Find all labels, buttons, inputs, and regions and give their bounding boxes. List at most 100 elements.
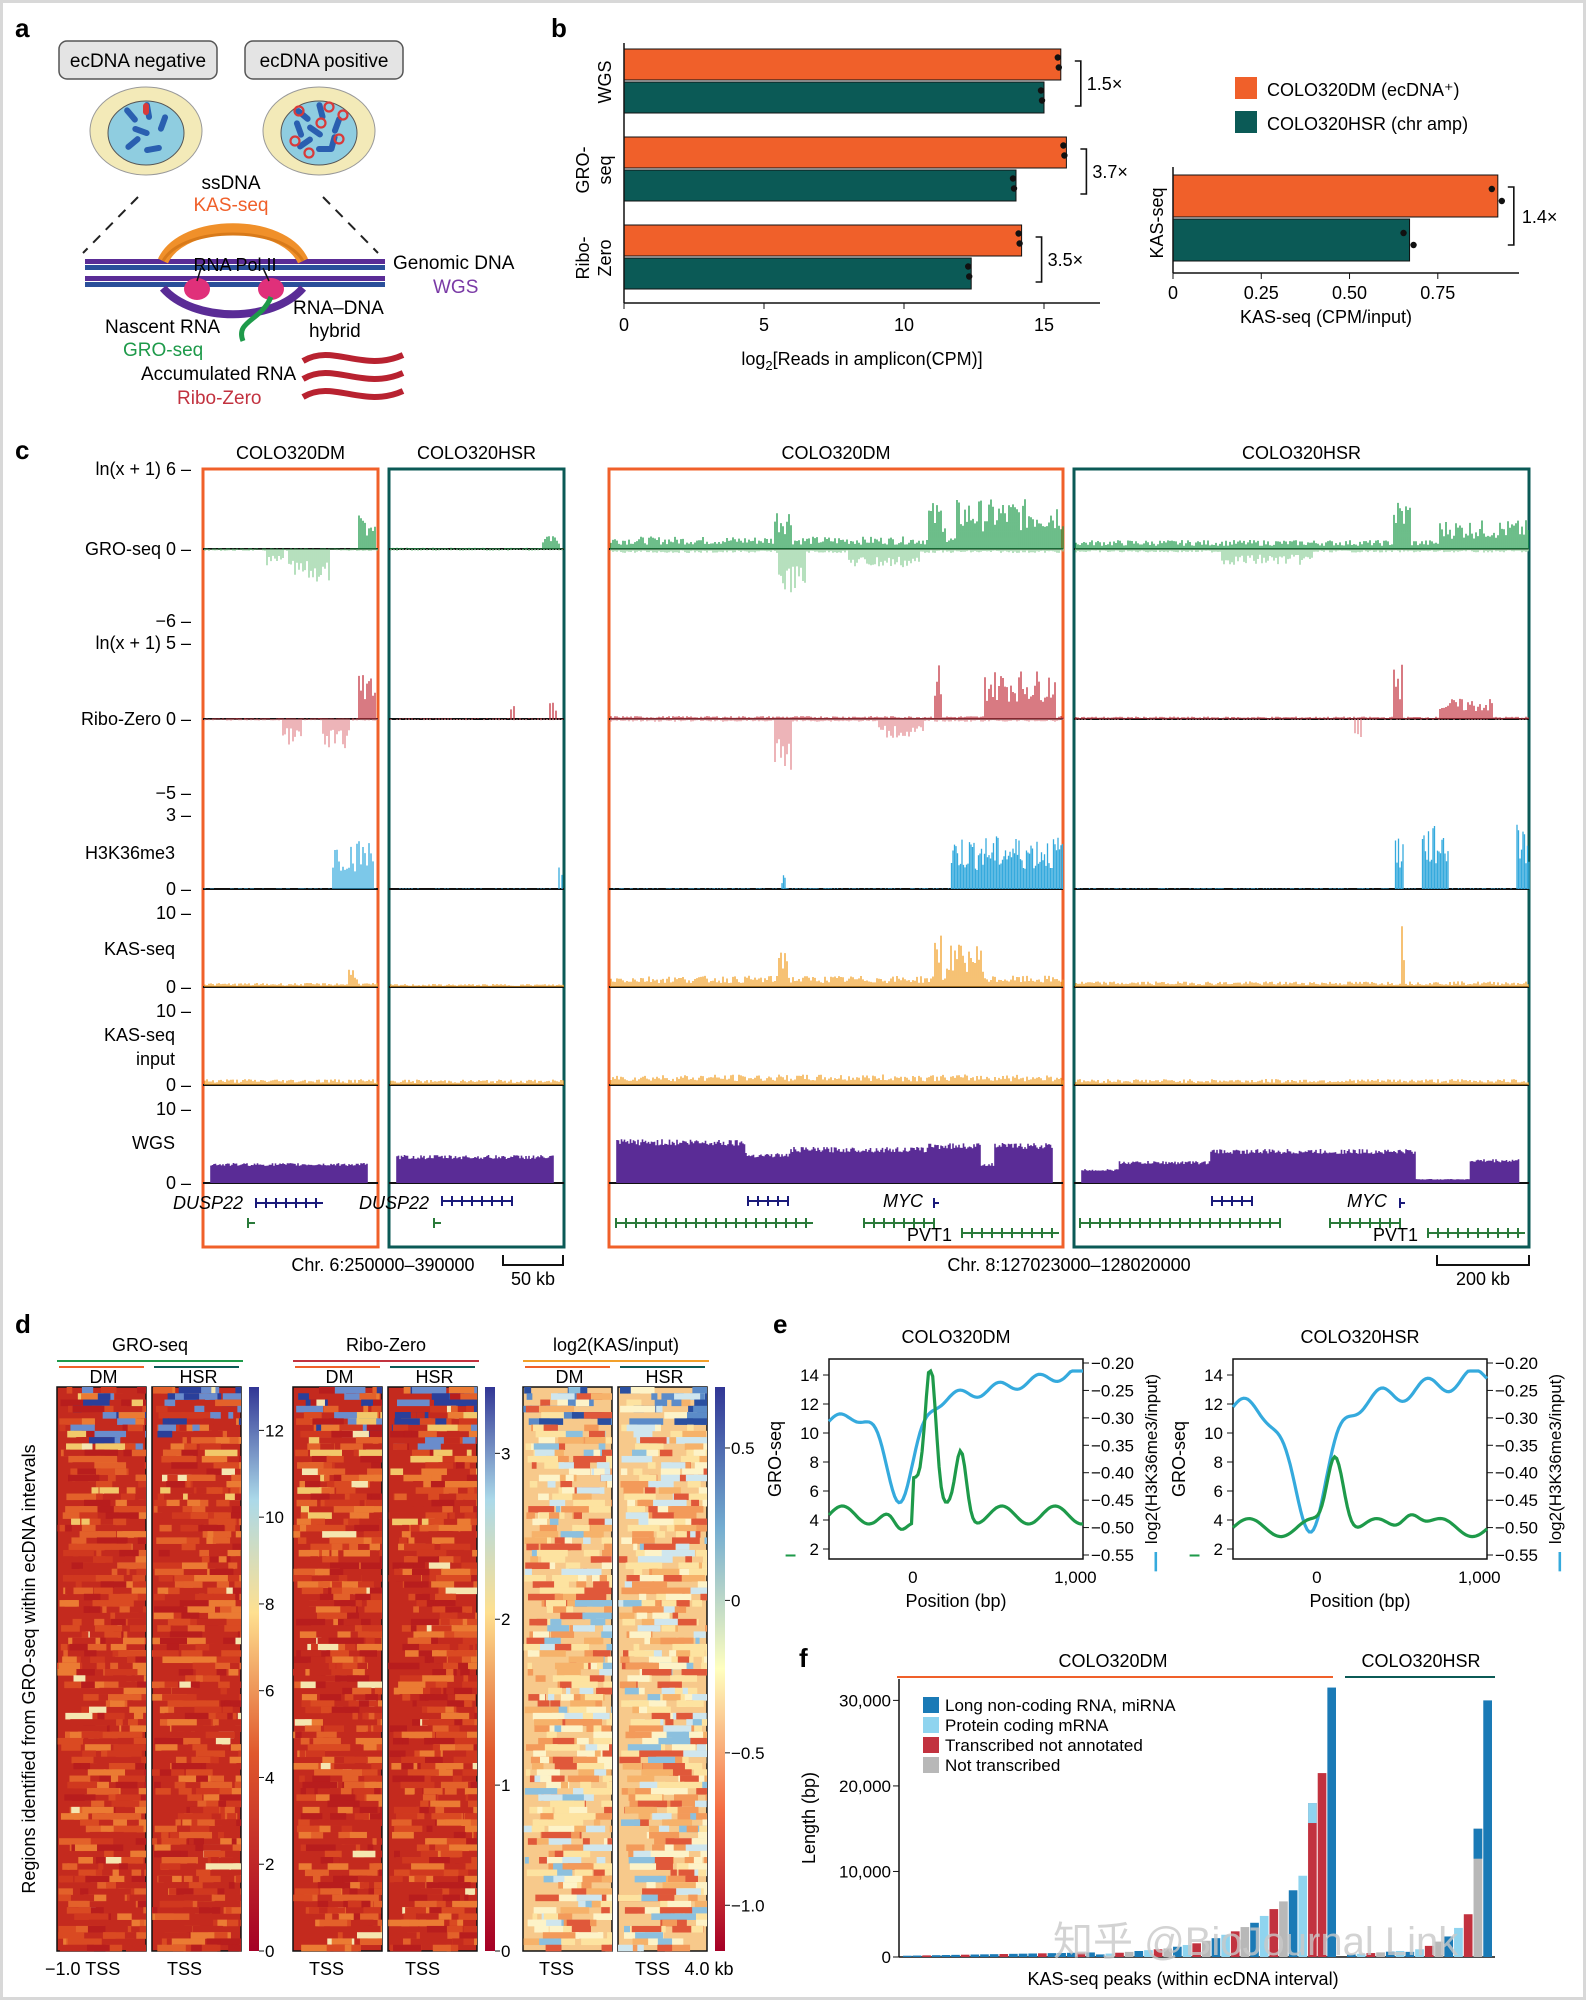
y-tick-label: 20,000 [839, 1777, 891, 1796]
heat-cell [415, 1594, 430, 1601]
heat-cell [671, 1400, 681, 1407]
heat-cell [237, 1562, 241, 1569]
heat-cell [627, 1500, 635, 1507]
signal-track [207, 675, 377, 719]
heat-cell [344, 1757, 368, 1764]
heat-cell [137, 1387, 146, 1394]
heat-cell [380, 1807, 382, 1814]
heat-cell [422, 1719, 454, 1726]
heat-cell [619, 1556, 627, 1563]
heat-cell [82, 1631, 89, 1638]
heat-cell [408, 1907, 426, 1914]
heat-cell [430, 1801, 460, 1808]
heat-cell [82, 1807, 113, 1814]
heat-cell [60, 1425, 66, 1432]
heat-cell [404, 1581, 429, 1588]
heat-cell [303, 1807, 320, 1814]
heat-cell [643, 1763, 663, 1770]
heatmap-x-tick: TSS [309, 1959, 344, 1979]
heat-cell [321, 1857, 332, 1864]
heat-cell [187, 1794, 202, 1801]
heat-cell [168, 1619, 190, 1626]
heat-cell [415, 1901, 437, 1908]
heat-cell [447, 1926, 463, 1933]
exon [767, 1196, 769, 1206]
heat-cell [295, 1719, 312, 1726]
heat-cell [352, 1713, 358, 1720]
heat-cell [532, 1519, 547, 1526]
heat-cell [425, 1462, 453, 1469]
heat-cell [452, 1901, 477, 1908]
y1-label: 14 [1204, 1366, 1223, 1385]
heat-cell [374, 1901, 382, 1908]
heat-cell [158, 1588, 169, 1595]
heat-cell [209, 1600, 236, 1607]
heat-cell [635, 1443, 664, 1450]
exon [1219, 1218, 1221, 1228]
signal-track [1076, 1079, 1528, 1085]
heat-cell [411, 1625, 417, 1632]
heat-cell [410, 1870, 444, 1877]
heat-cell [704, 1857, 707, 1864]
heat-cell [550, 1700, 560, 1707]
heat-cell [180, 1600, 210, 1607]
heat-cell [573, 1757, 597, 1764]
heat-cell [455, 1694, 475, 1701]
bar-small [961, 1955, 970, 1957]
heat-cell [305, 1707, 323, 1714]
heat-cell [231, 1744, 241, 1751]
heat-cell [677, 1863, 690, 1870]
heat-cell [155, 1788, 170, 1795]
h3k36me3-line [829, 1371, 1083, 1503]
heat-cell [231, 1870, 241, 1877]
exon [471, 1196, 473, 1206]
heat-cell [372, 1494, 382, 1501]
heat-cell [356, 1844, 360, 1851]
heat-cell [435, 1750, 441, 1757]
exon [923, 1218, 925, 1228]
heat-cell [322, 1531, 356, 1538]
y1-label: 6 [810, 1482, 819, 1501]
heat-cell [294, 1656, 311, 1663]
heat-cell [199, 1907, 220, 1914]
heat-cell [594, 1725, 602, 1732]
heat-cell [602, 1938, 612, 1945]
heat-cell [528, 1650, 540, 1657]
heat-cell [315, 1769, 347, 1776]
heat-cell [301, 1506, 309, 1513]
colorbar-label: 3 [501, 1444, 510, 1463]
heat-cell [573, 1500, 593, 1507]
heat-cell [642, 1669, 672, 1676]
heat-cell [606, 1644, 612, 1651]
heat-cell [551, 1631, 574, 1638]
heat-cell [157, 1838, 161, 1845]
heat-cell [635, 1562, 662, 1569]
heat-cell [551, 1393, 575, 1400]
heat-cell [125, 1443, 135, 1450]
heat-cell [165, 1713, 182, 1720]
heat-cell [687, 1412, 707, 1419]
heat-cell [454, 1631, 477, 1638]
heat-cell [224, 1625, 241, 1632]
colorbar-label: 2 [501, 1610, 510, 1629]
heat-cell [568, 1776, 599, 1783]
heat-cell [474, 1406, 477, 1413]
heat-cell [239, 1487, 241, 1494]
heat-cell [325, 1913, 332, 1920]
exon [903, 1218, 905, 1228]
heat-cell [338, 1807, 353, 1814]
heat-cell [332, 1938, 352, 1945]
scale-50kb: 50 kb [511, 1269, 555, 1289]
heat-cell [164, 1400, 175, 1407]
heat-cell [572, 1494, 591, 1501]
heat-cell [206, 1732, 235, 1739]
signal-track [391, 536, 563, 549]
heat-cell [602, 1450, 612, 1457]
heat-cell [115, 1406, 127, 1413]
legend-swatch-hsr [1235, 111, 1257, 133]
fold-label-2: 3.5× [1048, 250, 1084, 270]
heat-cell [524, 1387, 531, 1394]
exon [1399, 1218, 1401, 1228]
heat-cell [475, 1644, 477, 1651]
group-title-hsr: COLO320HSR [1361, 1651, 1480, 1671]
